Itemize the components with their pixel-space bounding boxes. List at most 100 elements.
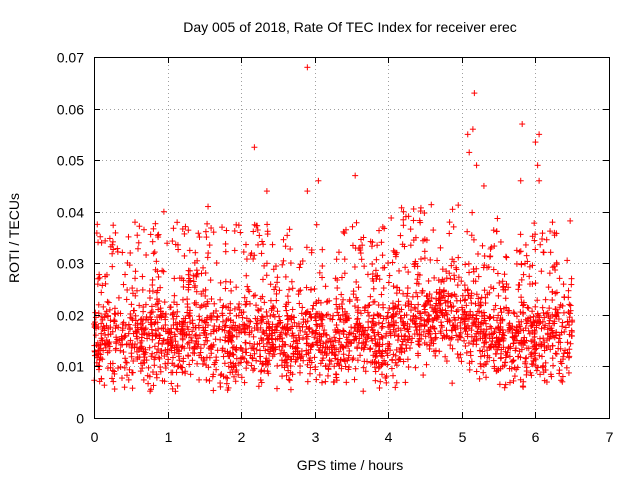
data-point — [473, 315, 480, 322]
data-point — [194, 257, 201, 264]
data-point — [175, 350, 182, 357]
data-point — [225, 363, 232, 370]
data-point — [290, 338, 297, 345]
data-point — [210, 371, 217, 378]
data-point — [143, 357, 150, 364]
data-point — [277, 331, 284, 338]
data-point — [251, 144, 258, 151]
y-tick-label: 0.04 — [57, 205, 84, 221]
data-point — [246, 340, 253, 347]
data-point — [153, 331, 160, 338]
data-point — [412, 305, 419, 312]
data-point — [119, 249, 126, 256]
data-point — [473, 162, 480, 169]
data-point — [313, 317, 320, 324]
data-point — [438, 319, 445, 326]
data-point — [341, 256, 348, 263]
data-point — [334, 284, 341, 291]
data-point — [444, 316, 451, 323]
data-point — [496, 279, 503, 286]
data-point — [541, 377, 548, 384]
data-point — [351, 376, 358, 383]
data-point — [193, 288, 200, 295]
data-point — [532, 246, 539, 253]
data-point — [495, 337, 502, 344]
data-point — [405, 364, 412, 371]
data-point — [205, 364, 212, 371]
data-point — [182, 223, 189, 230]
data-point — [243, 349, 250, 356]
data-point — [497, 305, 504, 312]
data-point — [205, 203, 212, 210]
data-point — [171, 275, 178, 282]
data-point — [126, 366, 133, 373]
data-point — [487, 314, 494, 321]
data-point — [219, 345, 226, 352]
data-point — [539, 235, 546, 242]
data-point — [536, 335, 543, 342]
data-point — [208, 350, 215, 357]
data-point — [271, 326, 278, 333]
data-point — [370, 352, 377, 359]
data-point — [351, 263, 358, 270]
data-point — [213, 259, 220, 266]
data-point — [469, 314, 476, 321]
data-point — [518, 294, 525, 301]
data-point — [507, 325, 514, 332]
data-point — [255, 383, 262, 390]
data-point — [253, 357, 260, 364]
data-point — [437, 328, 444, 335]
data-point — [400, 318, 407, 325]
data-point — [414, 308, 421, 315]
data-point — [296, 264, 303, 271]
data-point — [152, 266, 159, 273]
data-point — [187, 371, 194, 378]
data-point — [243, 358, 250, 365]
data-point — [400, 208, 407, 215]
data-point — [412, 324, 419, 331]
data-point — [455, 202, 462, 209]
data-point — [302, 318, 309, 325]
data-point — [569, 317, 576, 324]
data-point — [224, 375, 231, 382]
data-point — [405, 269, 412, 276]
data-point — [259, 276, 266, 283]
data-point — [470, 236, 477, 243]
data-point — [400, 358, 407, 365]
data-point — [101, 314, 108, 321]
data-point — [319, 274, 326, 281]
data-point — [354, 316, 361, 323]
data-point — [284, 353, 291, 360]
x-axis-ticks: 0 1 2 3 4 5 6 7 — [91, 57, 614, 445]
data-point — [201, 318, 208, 325]
data-point — [219, 310, 226, 317]
data-point — [438, 278, 445, 285]
data-point — [513, 332, 520, 339]
data-point — [112, 311, 119, 318]
data-point — [283, 331, 290, 338]
y-tick-label: 0.02 — [57, 308, 84, 324]
data-point — [516, 248, 523, 255]
data-point — [282, 303, 289, 310]
data-point — [241, 379, 248, 386]
data-point — [315, 177, 322, 184]
data-point — [391, 304, 398, 311]
data-point — [162, 347, 169, 354]
data-point — [389, 357, 396, 364]
data-point — [363, 338, 370, 345]
data-point — [424, 298, 431, 305]
data-point — [219, 224, 226, 231]
data-point — [413, 280, 420, 287]
data-point — [170, 225, 177, 232]
data-point — [152, 301, 159, 308]
data-point — [151, 320, 158, 327]
data-point — [249, 345, 256, 352]
data-point — [153, 332, 160, 339]
data-point — [223, 227, 230, 234]
data-point — [266, 323, 273, 330]
data-point — [503, 280, 510, 287]
data-point — [138, 316, 145, 323]
data-point — [304, 361, 311, 368]
data-point — [258, 250, 265, 257]
data-point — [132, 312, 139, 319]
